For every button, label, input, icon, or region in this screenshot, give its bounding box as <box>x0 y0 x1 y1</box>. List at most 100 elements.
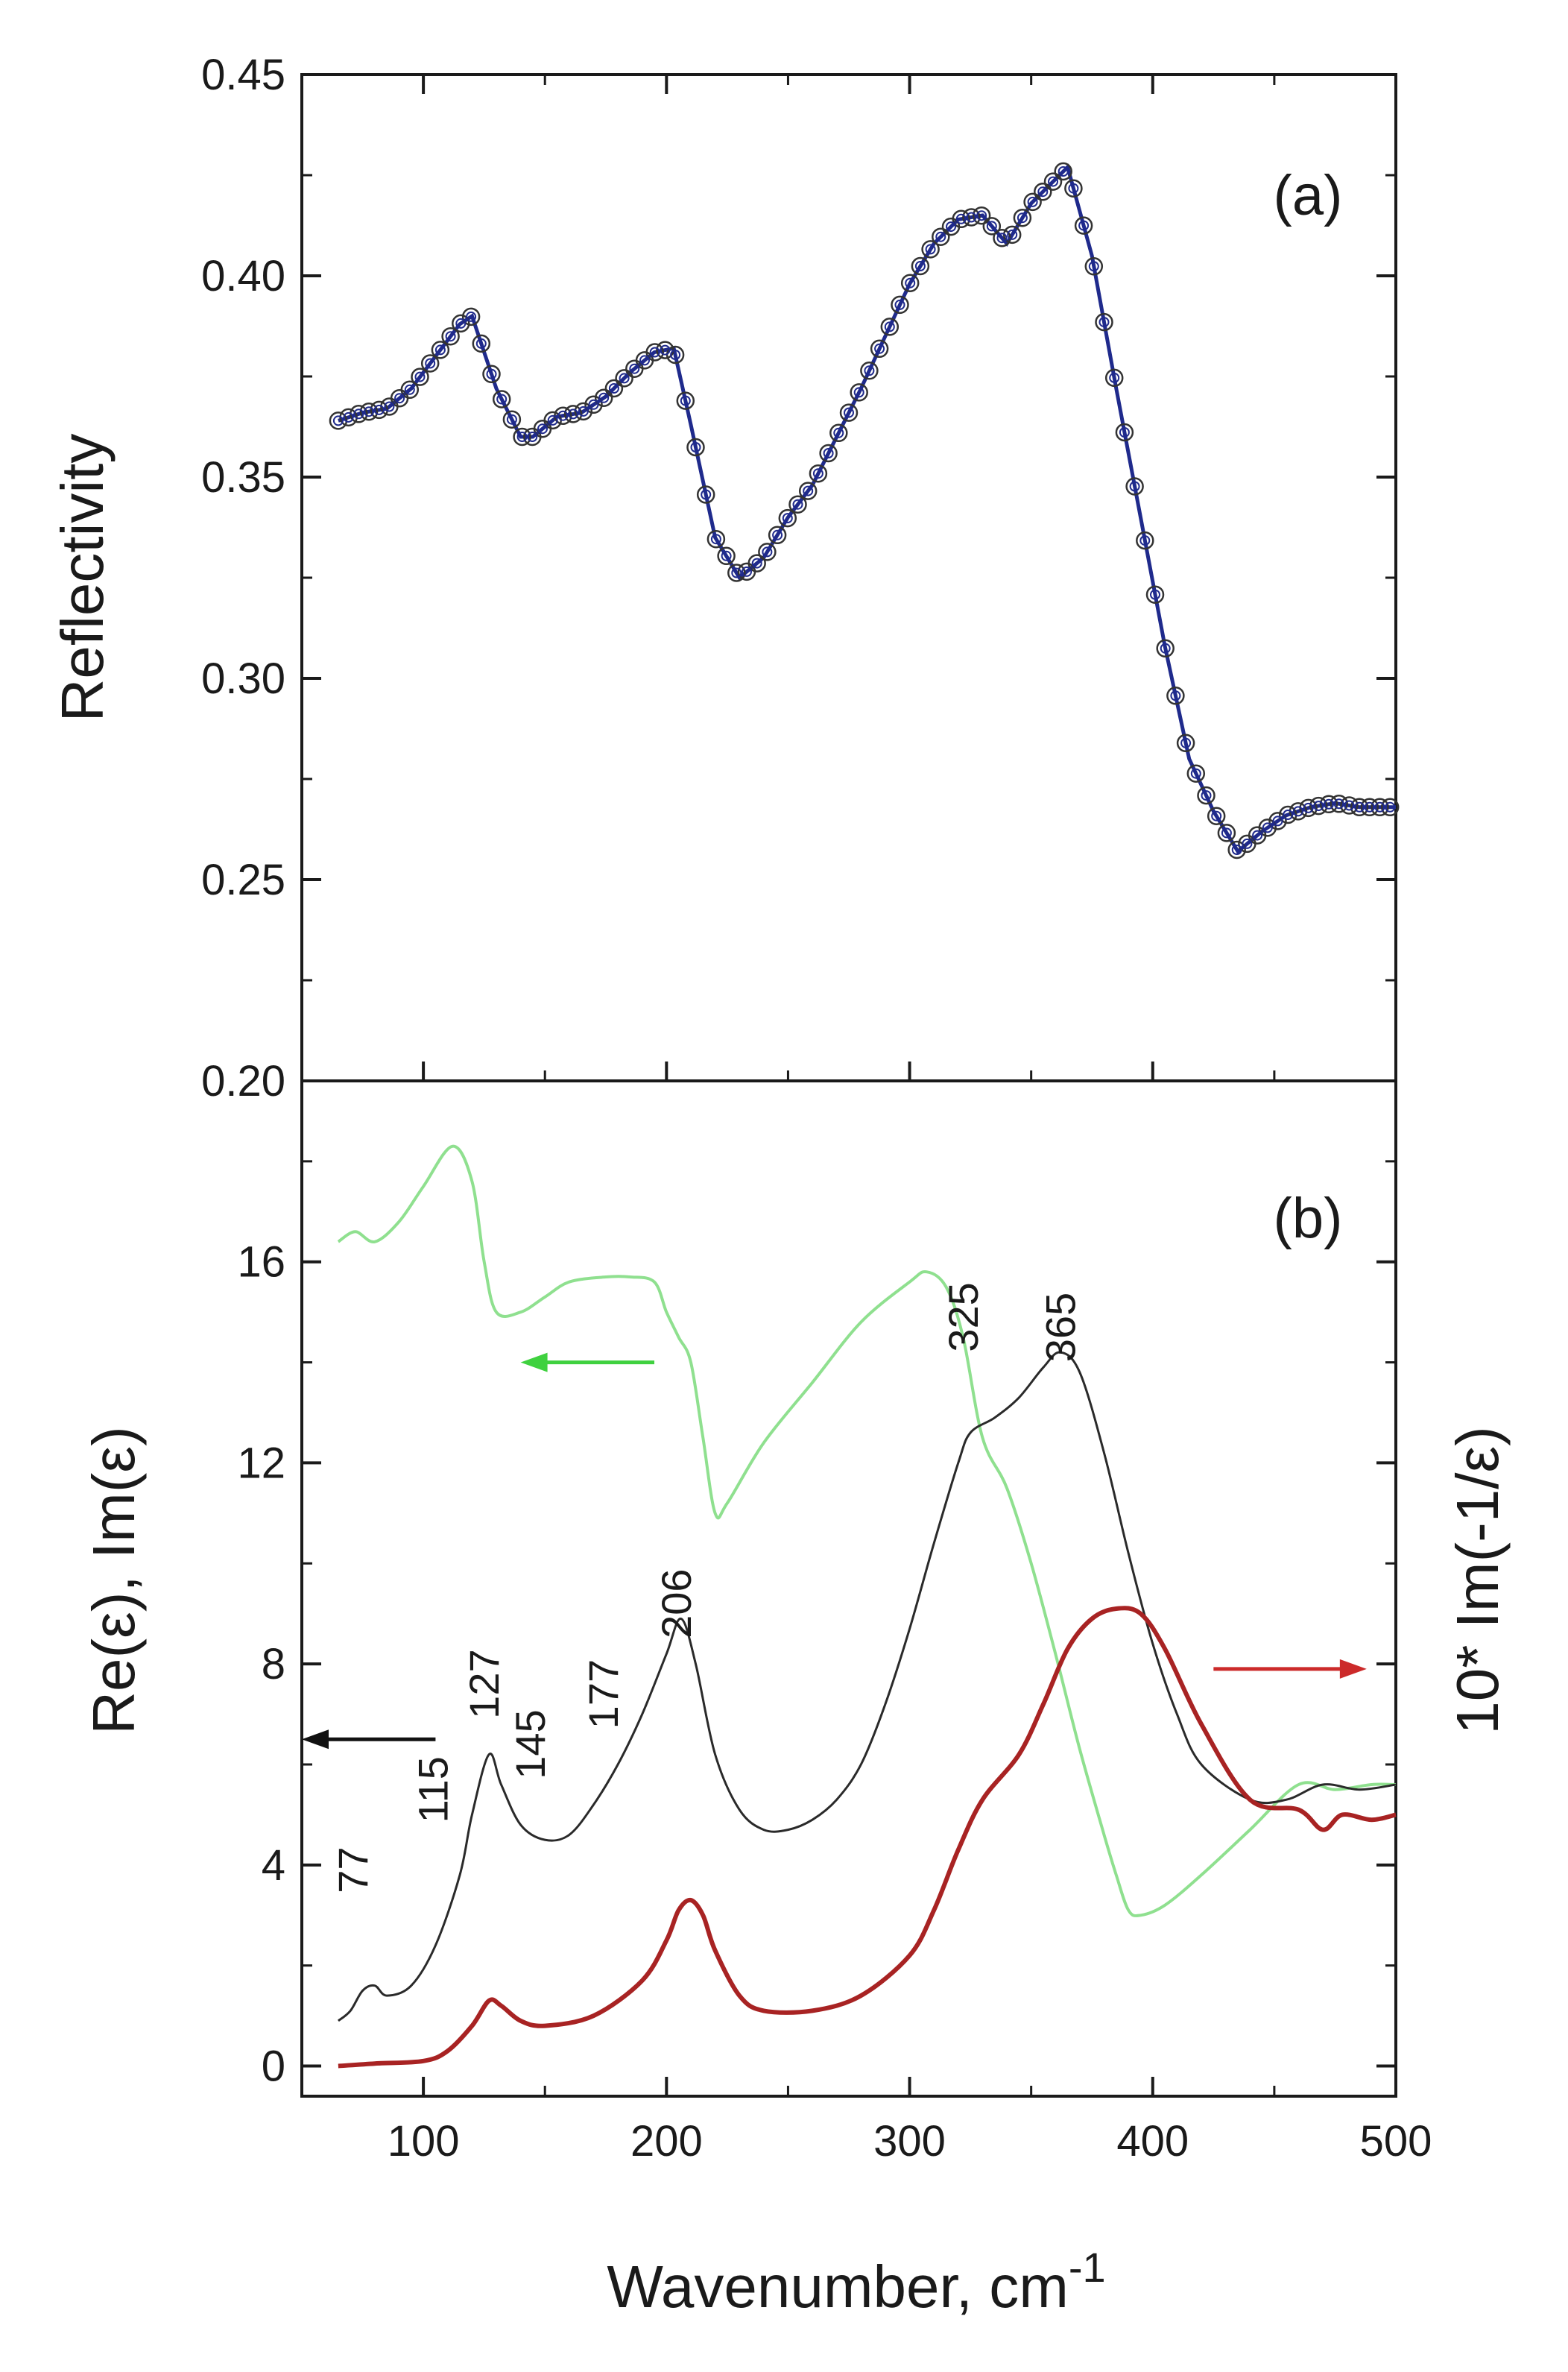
a-data-point <box>1258 818 1277 837</box>
a-data-point <box>982 217 1002 236</box>
a-fit-point <box>905 277 916 288</box>
b-series-re-epsilon <box>337 1144 1397 1918</box>
a-fit-point <box>670 350 681 360</box>
b-series-loss-function <box>338 1606 1397 2069</box>
a-data-point <box>921 240 940 259</box>
a-data-point <box>676 391 695 410</box>
a-fit-point <box>629 363 640 374</box>
a-fit-point <box>619 373 630 384</box>
a-fit-point <box>1211 810 1222 821</box>
a-fit-point <box>1037 186 1049 198</box>
a-fit-point <box>445 331 456 342</box>
a-data-point <box>1023 192 1042 212</box>
a-fit-point <box>578 406 589 417</box>
a-data-point <box>1309 796 1328 816</box>
a-fit-point <box>1119 427 1130 438</box>
a-data-point <box>952 209 970 229</box>
a-data-point <box>472 334 491 353</box>
peak-label: 145 <box>507 1709 554 1779</box>
a-fit-point <box>731 567 742 578</box>
peak-label: 115 <box>410 1756 457 1823</box>
a-data-point <box>1371 798 1389 817</box>
a-fit-point <box>364 406 374 417</box>
a-fit-point <box>914 261 926 271</box>
a-data-point <box>1013 208 1032 227</box>
green-arrow-head <box>520 1352 548 1372</box>
a-fit-point <box>496 394 508 405</box>
a-data-point <box>594 388 613 407</box>
a-data-point <box>1330 795 1348 813</box>
b-xtick-label: 500 <box>1360 2117 1432 2166</box>
a-data-point <box>1207 807 1226 825</box>
panel-b-arrows <box>302 1352 1367 1750</box>
panel-a-ytick-labels: 0.20 0.25 0.30 0.35 0.40 0.45 <box>201 51 285 1105</box>
a-fit-point <box>690 442 701 452</box>
a-fit-point <box>1048 176 1058 187</box>
a-fit-point <box>1058 166 1069 177</box>
a-data-point <box>839 403 859 422</box>
a-fit-point <box>833 427 844 438</box>
a-fit-point <box>516 432 528 442</box>
a-data-point <box>870 339 889 359</box>
a-fit-point <box>1252 830 1263 841</box>
a-ytick-label: 0.35 <box>201 453 285 502</box>
a-data-point <box>880 318 900 336</box>
a-data-point <box>1176 734 1195 753</box>
a-fit-point <box>721 550 732 561</box>
a-data-point <box>1360 798 1379 817</box>
b-ytick-label: 12 <box>237 1439 285 1487</box>
a-fit-point <box>1313 801 1324 812</box>
a-data-point <box>1227 840 1246 859</box>
a-fit-point <box>1242 838 1253 849</box>
a-fit-point <box>1364 801 1375 813</box>
a-fit-point <box>710 534 721 545</box>
a-ytick-label: 0.30 <box>201 654 285 703</box>
a-data-point <box>1145 585 1165 604</box>
a-fit-point <box>1098 317 1110 328</box>
panel-a-data-marks <box>329 162 1400 859</box>
a-data-point <box>452 314 470 333</box>
a-fit-point <box>946 221 956 233</box>
a-fit-point <box>966 212 977 223</box>
panel-a-label: (a) <box>1274 164 1343 227</box>
a-data-point <box>758 543 777 561</box>
a-fit-point <box>649 347 660 358</box>
panel-b-data-marks <box>337 1144 1397 2069</box>
a-data-point <box>900 274 920 292</box>
a-data-point <box>860 362 879 380</box>
a-fit-point <box>680 395 691 406</box>
peak-label: 206 <box>653 1568 700 1638</box>
a-fit-point <box>598 392 610 403</box>
a-data-point <box>1197 786 1215 805</box>
a-data-point <box>482 365 501 384</box>
a-fit-point <box>639 355 650 366</box>
a-data-point <box>932 227 950 246</box>
a-fit-point <box>1303 802 1314 813</box>
a-ytick-label: 0.45 <box>201 51 285 99</box>
b-ytick-label: 4 <box>262 1841 285 1890</box>
a-data-point <box>1380 798 1400 817</box>
peak-label: 365 <box>1037 1293 1084 1362</box>
panel-b-right-y-axis-title: 10* Im(-1/ε) <box>1444 1426 1511 1735</box>
a-fit-point <box>986 221 997 232</box>
a-fit-point <box>812 468 823 479</box>
a-fit-point <box>404 384 415 395</box>
a-fit-point <box>455 318 467 329</box>
a-data-point <box>1340 796 1359 815</box>
a-fit-point <box>701 489 712 500</box>
a-data-point <box>1084 257 1104 276</box>
a-data-point <box>768 526 787 545</box>
a-data-point <box>809 464 828 483</box>
a-data-point <box>778 508 797 528</box>
a-fit-point <box>1374 801 1385 813</box>
a-fit-point <box>343 411 354 423</box>
a-fit-point <box>1068 183 1079 194</box>
b-xtick-label: 300 <box>873 2117 946 2166</box>
a-data-point <box>461 307 481 327</box>
a-data-point <box>717 546 736 566</box>
a-fit-point <box>803 485 814 496</box>
a-fit-point <box>1324 798 1334 810</box>
a-fit-point <box>332 415 344 426</box>
a-data-point <box>747 554 766 573</box>
